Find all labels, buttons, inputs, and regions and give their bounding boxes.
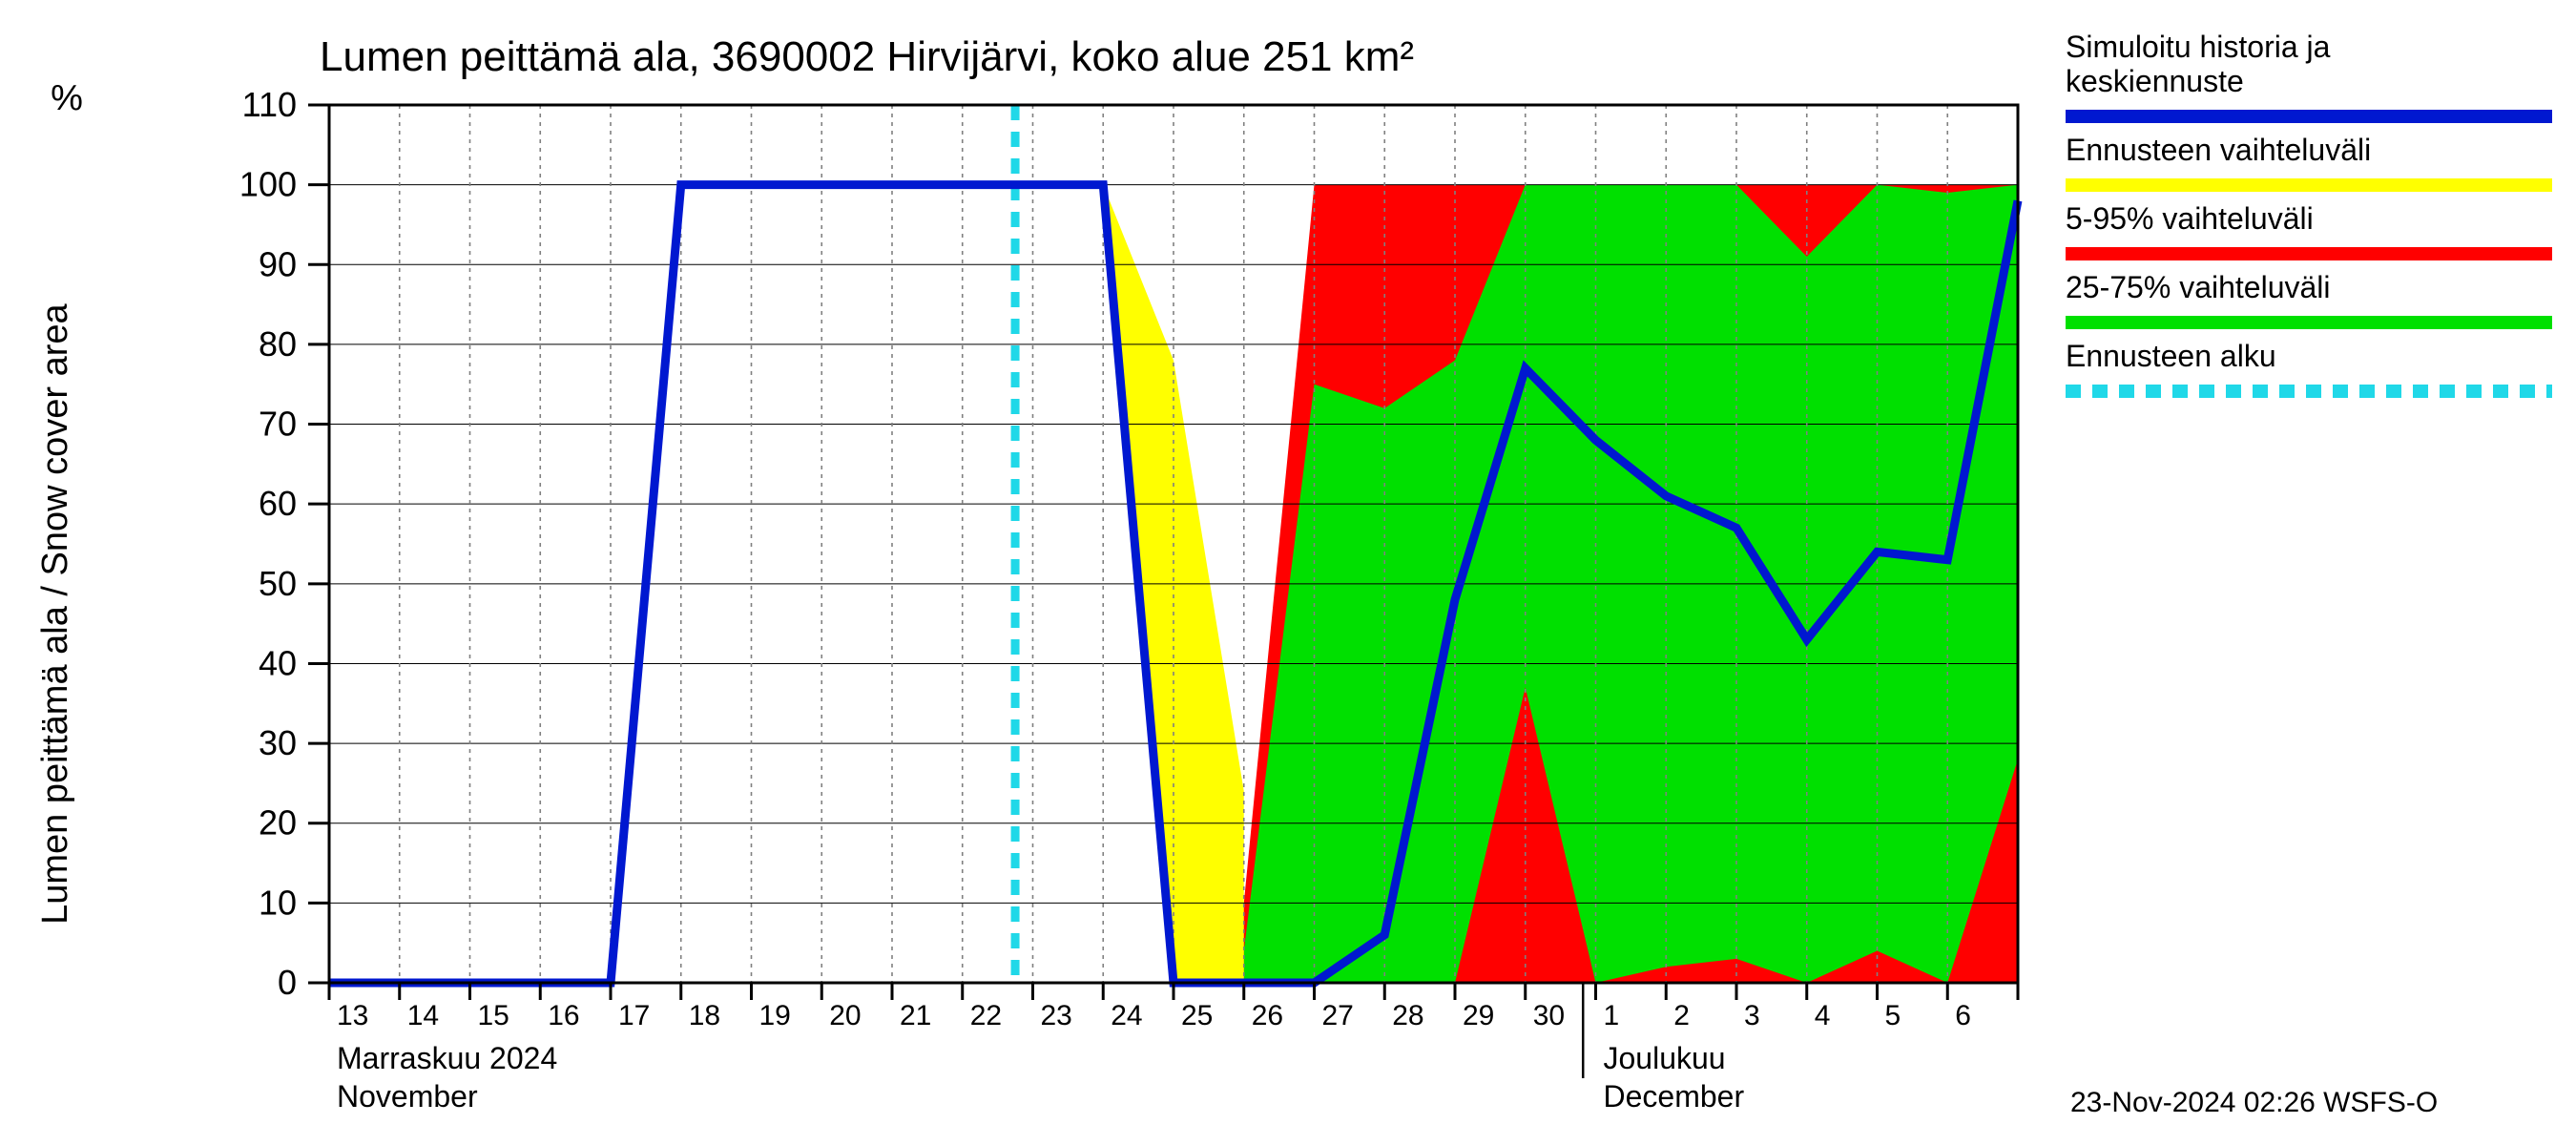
xtick-label: 20 xyxy=(829,1000,861,1031)
legend-label: keskiennuste xyxy=(2066,64,2244,98)
ytick-label: 60 xyxy=(259,484,297,523)
xtick-label: 1 xyxy=(1604,1000,1620,1031)
xtick-label: 15 xyxy=(478,1000,509,1031)
xtick-label: 30 xyxy=(1533,1000,1565,1031)
legend-label: Ennusteen vaihteluväli xyxy=(2066,133,2371,167)
ytick-label: 50 xyxy=(259,564,297,603)
xtick-label: 22 xyxy=(970,1000,1002,1031)
month-label: Joulukuu xyxy=(1604,1041,1726,1075)
ytick-label: 70 xyxy=(259,405,297,444)
xtick-label: 27 xyxy=(1322,1000,1354,1031)
xtick-label: 2 xyxy=(1673,1000,1690,1031)
legend-label: Simuloitu historia ja xyxy=(2066,30,2331,64)
ytick-label: 30 xyxy=(259,723,297,762)
month-label: November xyxy=(337,1079,478,1114)
xtick-label: 17 xyxy=(618,1000,650,1031)
legend-label: 5-95% vaihteluväli xyxy=(2066,201,2314,236)
xtick-label: 19 xyxy=(759,1000,791,1031)
xtick-label: 28 xyxy=(1392,1000,1423,1031)
xtick-label: 14 xyxy=(407,1000,439,1031)
xtick-label: 26 xyxy=(1252,1000,1283,1031)
month-label: Marraskuu 2024 xyxy=(337,1041,557,1075)
legend-label: Ennusteen alku xyxy=(2066,339,2276,373)
ytick-label: 10 xyxy=(259,883,297,922)
ytick-label: 90 xyxy=(259,244,297,283)
ytick-label: 100 xyxy=(239,165,297,204)
xtick-label: 24 xyxy=(1111,1000,1142,1031)
y-label-main: Lumen peittämä ala / Snow cover area xyxy=(35,302,75,924)
ytick-label: 0 xyxy=(278,963,297,1002)
xtick-label: 4 xyxy=(1815,1000,1831,1031)
ytick-label: 110 xyxy=(242,85,297,124)
xtick-label: 5 xyxy=(1885,1000,1901,1031)
ytick-label: 80 xyxy=(259,324,297,364)
ytick-label: 20 xyxy=(259,803,297,843)
xtick-label: 18 xyxy=(689,1000,720,1031)
xtick-label: 21 xyxy=(900,1000,931,1031)
xtick-label: 25 xyxy=(1181,1000,1213,1031)
y-label-percent: % xyxy=(51,78,83,118)
xtick-label: 16 xyxy=(548,1000,579,1031)
chart-svg: 0102030405060708090100110131415161718192… xyxy=(0,0,2576,1145)
xtick-label: 23 xyxy=(1041,1000,1072,1031)
chart-footer: 23-Nov-2024 02:26 WSFS-O xyxy=(2070,1087,2438,1118)
xtick-label: 13 xyxy=(337,1000,368,1031)
xtick-label: 29 xyxy=(1463,1000,1494,1031)
legend-label: 25-75% vaihteluväli xyxy=(2066,270,2331,304)
month-label: December xyxy=(1604,1079,1745,1114)
xtick-label: 6 xyxy=(1955,1000,1971,1031)
chart-container: 0102030405060708090100110131415161718192… xyxy=(0,0,2576,1145)
chart-title: Lumen peittämä ala, 3690002 Hirvijärvi, … xyxy=(320,33,1414,80)
ytick-label: 40 xyxy=(259,643,297,682)
xtick-label: 3 xyxy=(1744,1000,1760,1031)
